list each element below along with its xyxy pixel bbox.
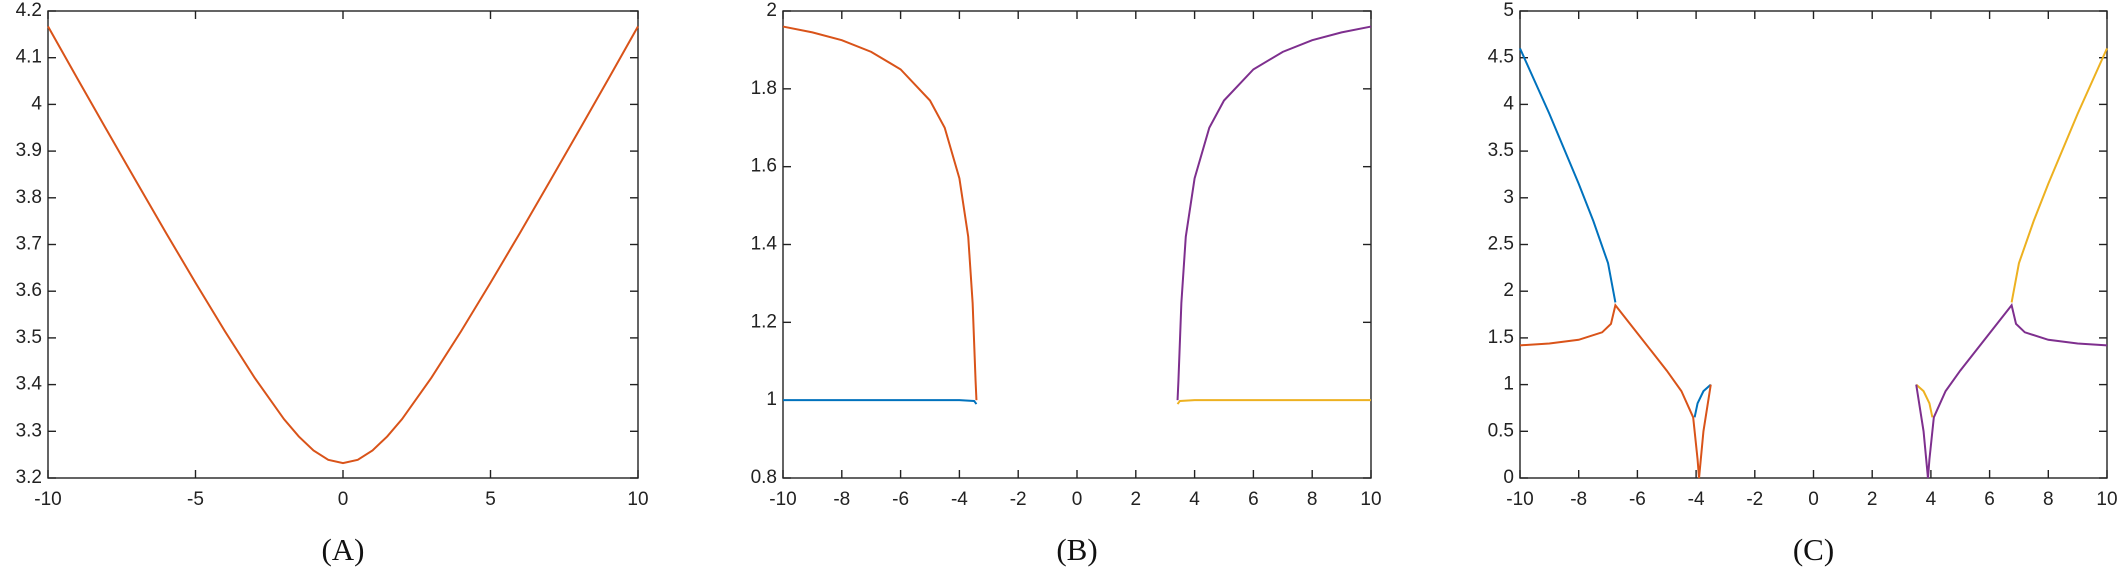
x-tick-label: 2 (1131, 489, 1142, 510)
x-tick-label: 6 (1984, 489, 1995, 510)
x-tick-label: 0 (338, 489, 349, 510)
plot-frame (47, 10, 639, 479)
y-tick-label: 1 (1503, 374, 1514, 395)
x-tick-label: 0 (1808, 489, 1819, 510)
plot-frame (782, 10, 1372, 479)
x-tick-label: -5 (187, 489, 204, 510)
y-tick-label: 5 (1503, 0, 1514, 21)
y-tick-label: 1.8 (751, 78, 777, 99)
y-tick-label: 3 (1503, 187, 1514, 208)
series-line (1519, 302, 1712, 479)
y-tick-label: 1.5 (1488, 327, 1514, 348)
x-tick-label: -2 (1010, 489, 1027, 510)
x-tick-label: -4 (1688, 489, 1705, 510)
series-line (782, 25, 978, 401)
series-line (783, 399, 978, 405)
series-line (1176, 399, 1371, 405)
y-tick-label: 4.2 (16, 0, 42, 21)
y-tick-label: 3.4 (16, 374, 43, 395)
x-tick-label: 4 (1189, 489, 1200, 510)
x-tick-label: 10 (627, 489, 648, 510)
panel-caption: (C) (1793, 532, 1834, 567)
x-tick-label: -8 (1570, 489, 1587, 510)
x-tick-label: -6 (1629, 489, 1646, 510)
x-tick-label: 8 (1307, 489, 1318, 510)
y-tick-label: 2 (1503, 280, 1514, 301)
y-tick-label: 0 (1503, 467, 1514, 488)
x-tick-label: -8 (833, 489, 850, 510)
y-tick-label: 3.8 (16, 187, 42, 208)
x-tick-label: 2 (1867, 489, 1878, 510)
x-tick-label: 10 (2096, 489, 2117, 510)
y-tick-label: 0.8 (751, 467, 777, 488)
y-tick-label: 4 (1503, 93, 1514, 114)
series-line (1915, 47, 2108, 418)
y-tick-label: 3.5 (16, 327, 42, 348)
y-tick-label: 2.5 (1488, 234, 1514, 255)
y-tick-label: 3.6 (16, 280, 42, 301)
x-tick-label: 0 (1072, 489, 1083, 510)
x-tick-label: 5 (485, 489, 496, 510)
y-tick-label: 3.7 (16, 234, 42, 255)
x-tick-label: 4 (1926, 489, 1937, 510)
y-tick-label: 4 (31, 93, 42, 114)
y-tick-label: 2 (766, 0, 777, 21)
x-tick-label: 6 (1248, 489, 1259, 510)
series-line (47, 25, 639, 465)
y-tick-label: 1.6 (751, 156, 777, 177)
panel-caption: (B) (1056, 532, 1097, 567)
panel-caption: (A) (321, 532, 364, 567)
y-tick-label: 4.5 (1488, 47, 1514, 68)
x-tick-label: 10 (1360, 489, 1381, 510)
y-tick-label: 3.5 (1488, 140, 1514, 161)
y-tick-label: 1.2 (751, 311, 777, 332)
y-tick-label: 1.4 (751, 234, 778, 255)
y-tick-label: 3.3 (16, 420, 42, 441)
series-line (1915, 302, 2108, 479)
x-tick-label: -6 (892, 489, 909, 510)
x-tick-label: -10 (34, 489, 61, 510)
series-line (1176, 25, 1372, 401)
y-tick-label: 1 (766, 389, 777, 410)
series-line (1519, 47, 1712, 418)
x-tick-label: -10 (1506, 489, 1533, 510)
x-tick-label: -4 (951, 489, 968, 510)
x-tick-label: -2 (1746, 489, 1763, 510)
plot-frame (1519, 10, 2108, 479)
y-tick-label: 3.2 (16, 467, 42, 488)
x-tick-label: 8 (2043, 489, 2054, 510)
x-tick-label: -10 (769, 489, 796, 510)
y-tick-label: 4.1 (16, 47, 42, 68)
y-tick-label: 3.9 (16, 140, 42, 161)
y-tick-label: 0.5 (1488, 420, 1514, 441)
